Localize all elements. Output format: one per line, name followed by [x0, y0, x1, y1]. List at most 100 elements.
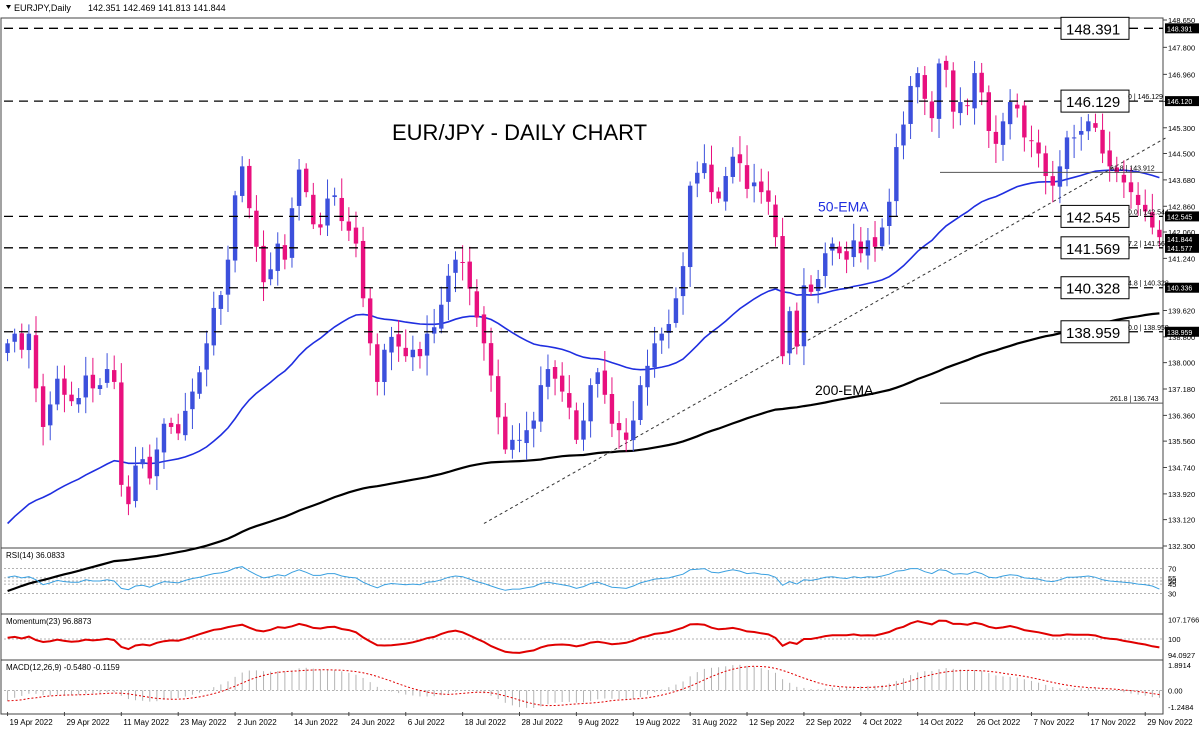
candle-body: [879, 227, 885, 247]
x-tick-label: 22 Sep 2022: [806, 718, 852, 727]
candle-body: [524, 430, 529, 444]
x-tick-label: 9 Aug 2022: [578, 718, 619, 727]
candle-body: [887, 201, 892, 227]
candle-body: [1143, 204, 1148, 212]
candle-body: [225, 259, 231, 295]
candle-body: [112, 370, 117, 382]
candle-body: [794, 310, 800, 347]
level-box: [1060, 276, 1130, 300]
y-tick-label: 147.800: [1168, 43, 1195, 52]
candle-body: [638, 385, 643, 421]
candle-body: [759, 181, 764, 193]
candle-body: [382, 349, 387, 382]
rsi-tick-label: 45: [1168, 580, 1176, 589]
candle-body: [623, 432, 629, 440]
candle-body: [1071, 137, 1077, 139]
fib-label: 61.8 | 143.912: [1110, 165, 1155, 172]
level-box: [1060, 236, 1130, 260]
candle-body: [339, 197, 344, 222]
candle-body: [773, 204, 778, 238]
candle-body: [673, 298, 679, 323]
candle-body: [602, 370, 608, 395]
candle-body: [943, 60, 949, 70]
level-box: [1060, 16, 1130, 40]
axis-price-tag-label: 140.336: [1167, 286, 1192, 293]
candle-body: [695, 172, 700, 184]
momentum-tick-label: 100: [1168, 635, 1181, 644]
y-tick-label: 145.300: [1168, 124, 1195, 133]
candle-body: [232, 195, 238, 261]
level-box: [1060, 320, 1130, 344]
candle-body: [645, 365, 650, 388]
y-tick-label: 137.180: [1168, 385, 1195, 394]
candle-body: [1128, 182, 1134, 193]
ema50-label: 50-EMA: [818, 198, 869, 214]
candle-body: [901, 124, 906, 146]
candle-body: [62, 378, 67, 395]
candle-body: [33, 335, 39, 389]
candle-body: [680, 266, 686, 297]
ohlc-header: 142.351 142.469 141.813 141.844: [88, 3, 226, 13]
candle-body: [567, 393, 572, 408]
fib-label: 7.2 | 141.569: [1128, 241, 1169, 248]
candle-body: [808, 284, 814, 292]
x-tick-label: 11 May 2022: [123, 718, 169, 727]
candle-body: [545, 369, 551, 387]
y-tick-label: 143.680: [1168, 176, 1195, 185]
candle-body: [247, 165, 252, 209]
level-box: [1060, 89, 1130, 113]
candle-body: [296, 169, 302, 206]
y-tick-label: 146.960: [1168, 70, 1195, 79]
candle-body: [801, 285, 807, 347]
candle-body: [303, 168, 309, 193]
candle-body: [190, 391, 195, 410]
candle-body: [446, 275, 451, 302]
candle-body: [631, 420, 636, 441]
price-panel-frame: [0, 17, 1164, 549]
candle-body: [453, 259, 458, 273]
mom-panel-frame: [0, 613, 1164, 661]
x-tick-label: 29 Nov 2022: [1147, 718, 1193, 727]
candle-body: [218, 295, 224, 309]
candle-body: [424, 333, 430, 356]
candle-body: [1107, 150, 1112, 167]
candle-body: [922, 75, 928, 99]
momentum-line: [7, 619, 1160, 654]
candle-body: [666, 324, 672, 333]
rsi-title: RSI(14) 36.0833: [6, 551, 65, 560]
candle-body: [531, 420, 536, 429]
candle-body: [90, 374, 96, 389]
momentum-tick-label: 107.1766: [1168, 616, 1199, 625]
macd-signal-line: [7, 665, 1160, 707]
candle-body: [204, 343, 209, 370]
y-tick-label: 141.240: [1168, 254, 1195, 263]
y-tick-label: 139.620: [1168, 307, 1195, 316]
level-label: 141.569: [1066, 241, 1120, 258]
candle-body: [1064, 137, 1070, 169]
candle-body: [1114, 167, 1119, 173]
candle-body: [1007, 102, 1013, 125]
candle-body: [595, 372, 600, 384]
candle-body: [588, 385, 593, 422]
candle-body: [1029, 140, 1034, 142]
candle-body: [823, 253, 828, 277]
candle-body: [951, 70, 956, 112]
candle-body: [1015, 104, 1020, 109]
level-label: 148.391: [1066, 21, 1120, 38]
y-tick-label: 138.000: [1168, 359, 1195, 368]
level-label: 138.959: [1066, 325, 1120, 342]
candle-body: [55, 378, 60, 405]
candle-body: [1093, 123, 1098, 128]
axis-price-tag: [1165, 23, 1199, 34]
candle-body: [844, 251, 849, 260]
candle-body: [510, 439, 515, 450]
candle-body: [467, 261, 472, 289]
candle-body: [538, 385, 544, 422]
candle-body: [872, 237, 878, 247]
fib-label: 261.8 | 136.743: [1110, 396, 1159, 403]
x-tick-label: 28 Jul 2022: [522, 718, 564, 727]
candle-body: [1157, 229, 1162, 238]
y-tick-label: 136.360: [1168, 411, 1195, 420]
candle-body: [517, 439, 522, 441]
candle-body: [652, 343, 657, 368]
